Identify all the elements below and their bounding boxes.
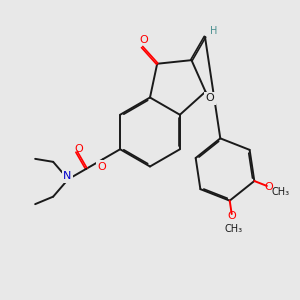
Text: O: O [74,144,83,154]
Text: CH₃: CH₃ [225,224,243,234]
Text: O: O [265,182,274,192]
Text: N: N [63,171,72,181]
Text: H: H [210,26,218,36]
Text: O: O [228,212,236,221]
Text: O: O [98,161,106,172]
Text: CH₃: CH₃ [272,187,290,197]
Text: O: O [206,93,214,103]
Text: O: O [140,35,148,45]
